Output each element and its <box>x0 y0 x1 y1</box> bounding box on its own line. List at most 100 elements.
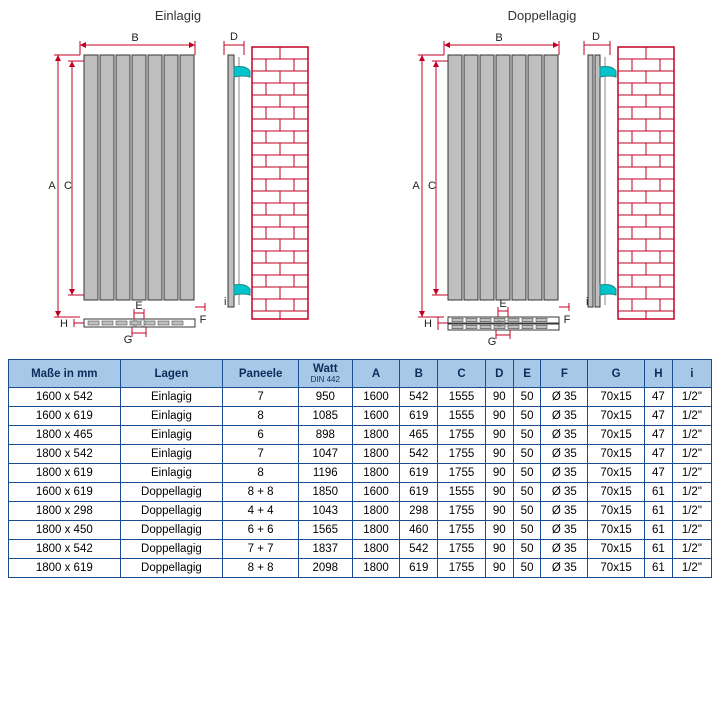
table-cell: 619 <box>400 559 438 578</box>
table-cell: 1/2" <box>672 540 711 559</box>
table-cell: 90 <box>485 407 513 426</box>
table-cell: 950 <box>298 388 352 407</box>
table-cell: 1/2" <box>672 483 711 502</box>
table-row: 1800 x 542Einlagig71047180054217559050Ø … <box>9 445 712 464</box>
col-header: F <box>541 360 588 388</box>
table-cell: 70x15 <box>588 502 645 521</box>
table-cell: 1755 <box>438 426 486 445</box>
table-cell: 1800 <box>352 502 400 521</box>
dim-i: i <box>224 296 226 308</box>
table-cell: 70x15 <box>588 426 645 445</box>
table-cell: Einlagig <box>120 388 223 407</box>
svg-text:E: E <box>499 298 506 310</box>
table-cell: 619 <box>400 483 438 502</box>
table-cell: 61 <box>644 521 672 540</box>
table-cell: 70x15 <box>588 521 645 540</box>
table-cell: 90 <box>485 426 513 445</box>
col-header: H <box>644 360 672 388</box>
table-cell: 1755 <box>438 464 486 483</box>
table-cell: 1800 x 465 <box>9 426 121 445</box>
table-row: 1600 x 619Einlagig81085160061915559050Ø … <box>9 407 712 426</box>
col-header: Paneele <box>223 360 299 388</box>
svg-text:A: A <box>412 180 420 192</box>
table-cell: 8 + 8 <box>223 559 299 578</box>
table-cell: 50 <box>513 388 541 407</box>
table-cell: Ø 35 <box>541 483 588 502</box>
table-cell: 90 <box>485 388 513 407</box>
table-cell: 1600 <box>352 388 400 407</box>
table-cell: 90 <box>485 483 513 502</box>
table-cell: 47 <box>644 388 672 407</box>
table-cell: 1755 <box>438 540 486 559</box>
table-cell: 1800 x 619 <box>9 559 121 578</box>
table-cell: 1/2" <box>672 445 711 464</box>
table-cell: 619 <box>400 464 438 483</box>
table-cell: Ø 35 <box>541 521 588 540</box>
table-cell: 1600 x 619 <box>9 407 121 426</box>
table-cell: Einlagig <box>120 445 223 464</box>
table-cell: 1800 x 619 <box>9 464 121 483</box>
col-header: C <box>438 360 486 388</box>
table-cell: 90 <box>485 502 513 521</box>
svg-text:D: D <box>592 31 600 43</box>
table-cell: 70x15 <box>588 445 645 464</box>
col-header: B <box>400 360 438 388</box>
dim-E: E <box>135 300 142 312</box>
diagram-area: Einlagig B <box>8 8 712 347</box>
table-cell: 2098 <box>298 559 352 578</box>
table-row: 1800 x 619Einlagig81196180061917559050Ø … <box>9 464 712 483</box>
col-header: G <box>588 360 645 388</box>
table-cell: 542 <box>400 445 438 464</box>
table-cell: 47 <box>644 426 672 445</box>
table-cell: 90 <box>485 521 513 540</box>
col-header: WattDIN 442 <box>298 360 352 388</box>
table-cell: 50 <box>513 426 541 445</box>
dim-H: H <box>60 318 68 330</box>
table-cell: 47 <box>644 445 672 464</box>
table-cell: 4 + 4 <box>223 502 299 521</box>
svg-text:F: F <box>564 314 571 326</box>
table-cell: 1800 <box>352 559 400 578</box>
col-header: Lagen <box>120 360 223 388</box>
table-cell: 6 + 6 <box>223 521 299 540</box>
table-cell: 1047 <box>298 445 352 464</box>
table-cell: 1/2" <box>672 388 711 407</box>
table-cell: 1555 <box>438 407 486 426</box>
table-cell: 70x15 <box>588 407 645 426</box>
table-cell: 898 <box>298 426 352 445</box>
table-row: 1600 x 619Doppellagig8 + 818501600619155… <box>9 483 712 502</box>
table-cell: 1800 <box>352 426 400 445</box>
front-view-einlagig: B A <box>40 27 210 347</box>
table-cell: 7 <box>223 445 299 464</box>
table-cell: 1800 x 542 <box>9 445 121 464</box>
table-cell: 61 <box>644 559 672 578</box>
diagram-einlagig: Einlagig B <box>8 8 348 347</box>
table-cell: 50 <box>513 483 541 502</box>
table-cell: 1755 <box>438 502 486 521</box>
table-cell: 50 <box>513 445 541 464</box>
table-row: 1800 x 450Doppellagig6 + 615651800460175… <box>9 521 712 540</box>
table-cell: 50 <box>513 464 541 483</box>
table-cell: 50 <box>513 559 541 578</box>
table-cell: 1043 <box>298 502 352 521</box>
table-cell: 61 <box>644 540 672 559</box>
table-cell: 1800 x 450 <box>9 521 121 540</box>
table-cell: 1/2" <box>672 521 711 540</box>
table-cell: 1196 <box>298 464 352 483</box>
table-cell: Ø 35 <box>541 540 588 559</box>
table-cell: 70x15 <box>588 483 645 502</box>
table-cell: 1800 <box>352 464 400 483</box>
table-cell: Einlagig <box>120 426 223 445</box>
table-cell: Ø 35 <box>541 502 588 521</box>
table-cell: 61 <box>644 502 672 521</box>
table-row: 1600 x 542Einlagig7950160054215559050Ø 3… <box>9 388 712 407</box>
table-cell: 90 <box>485 445 513 464</box>
table-cell: 90 <box>485 464 513 483</box>
side-view-doppellagig: D i <box>580 27 680 347</box>
table-cell: 1755 <box>438 445 486 464</box>
table-cell: 1800 x 542 <box>9 540 121 559</box>
col-header: D <box>485 360 513 388</box>
table-cell: Doppellagig <box>120 540 223 559</box>
front-view-doppellagig: B A C <box>404 27 574 347</box>
table-cell: 1600 <box>352 407 400 426</box>
